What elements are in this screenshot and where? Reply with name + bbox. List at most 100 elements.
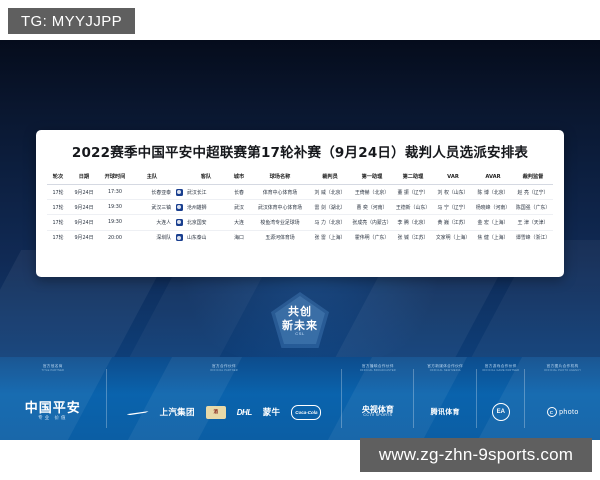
slogan-line-2: 新未来	[282, 319, 318, 332]
cell-round: 17轮	[47, 214, 69, 231]
col-assistant-1: 第一助理	[351, 170, 393, 185]
watermark-bottom-right: www.zg-zhn-9sports.com	[360, 438, 592, 472]
cell-observer: 赵 亮（辽宁）	[513, 184, 553, 201]
table-row: 17轮 9月24日 19:30 武汉三镇 沧州雄狮 武汉 武汉体育中心体育场 雷…	[47, 199, 553, 216]
sponsor-category-label: 官方游戏合作伙伴	[484, 364, 517, 368]
cell-stadium: 梭鱼湾专业足球场	[251, 214, 309, 231]
cctv-name: 央视体育	[361, 405, 394, 415]
sponsor-category-label: 官方播映合作伙伴	[361, 364, 394, 368]
col-away-team: 客队	[185, 170, 227, 185]
photo-name: photo	[559, 408, 579, 416]
cell-date: 9月24日	[74, 235, 94, 242]
table-body: 17轮 9月24日 17:30 长春亚泰 武汉长江 长春 体育中心体育场 刘 威…	[47, 184, 553, 245]
cell-time: 19:30	[99, 199, 131, 216]
cell-assistant-2: 张 铖（江苏）	[397, 235, 429, 242]
slogan-emblem: 共创 新未来 CSL	[271, 292, 329, 348]
sponsor-group-photo: 官方图片合作机构 OFFICIAL PHOTO AGENCY C photo	[525, 357, 600, 440]
sponsor-category-label-en: TITLE PARTNER	[41, 369, 65, 373]
sponsor-logo-dhl: DHL	[236, 407, 252, 417]
cell-var: 黄 巍（江苏）	[433, 214, 473, 231]
table-row: 17轮 9月24日 19:30 大连人 北京国安 大连 梭鱼湾专业足球场 马 力…	[47, 214, 553, 231]
col-assistant-2: 第二助理	[393, 170, 433, 185]
col-kickoff-time: 开球时间	[99, 170, 131, 185]
col-stadium: 球场名称	[251, 170, 309, 185]
sponsor-logo-saic: 上汽集团	[159, 408, 195, 419]
cell-home-team: 长春亚泰	[131, 184, 173, 201]
cell-time: 17:30	[99, 184, 131, 201]
slogan-line-1: 共创	[288, 305, 312, 318]
sponsor-group-game: 官方游戏合作伙伴 OFFICIAL GAME PARTNER EA	[477, 357, 524, 440]
cell-var: 刘 权（山东）	[433, 184, 473, 201]
col-round: 轮次	[47, 170, 69, 185]
cell-avar: 焦 健（上海）	[477, 235, 509, 242]
slogan-line-3: CSL	[295, 331, 305, 336]
sponsor-category-label-en: OFFICIAL NEW MEDIA	[429, 369, 461, 373]
cell-city: 大连	[227, 214, 251, 231]
cell-assistant-2: 王德新（山东）	[393, 199, 433, 216]
cell-vs-badge	[173, 230, 185, 245]
sponsor-category-label-en: OFFICIAL GAME PARTNER	[482, 369, 520, 373]
footer-divider	[476, 369, 478, 428]
cell-var: 马 宁（辽宁）	[433, 199, 473, 216]
cell-round: 17轮	[47, 184, 69, 201]
col-city: 城市	[227, 170, 251, 185]
sponsor-group-title: 官方冠名商 TITLE PARTNER 中国平安 专业 价值	[0, 357, 106, 440]
cell-stadium: 五源河体育场	[265, 235, 295, 242]
cell-assistant-2: 董 振（辽宁）	[393, 184, 433, 201]
cell-time: 19:30	[99, 214, 131, 231]
sponsor-logo-mengniu: 蒙牛	[262, 408, 281, 419]
pingan-slogan: 专业 价值	[38, 416, 68, 422]
cell-away-team: 山东泰山	[187, 235, 207, 242]
table-row: 17轮 9月24日 20:00 深圳队 山东泰山 海口 五源河体育场 张 雷（上…	[47, 230, 553, 245]
cell-city: 海口	[234, 235, 244, 242]
sponsor-logo-pingan: 中国平安 专业 价值	[25, 402, 81, 421]
cell-stadium: 体育中心体育场	[251, 184, 309, 201]
cell-city: 长春	[227, 184, 251, 201]
sponsor-category-label: 官方新媒体合作伙伴	[427, 364, 464, 368]
league-header: CFA 2022中国平安中国足球协会超级联赛 2022 PING AN CHIN…	[0, 62, 600, 172]
versus-icon	[175, 188, 183, 196]
cell-home-team: 深圳队	[156, 235, 171, 242]
table-header-row: 轮次 日期 开球时间 主队 客队 城市 球场名称 裁判员 第一助理 第二助理 V…	[47, 170, 553, 185]
sponsor-group-newmedia: 官方新媒体合作伙伴 OFFICIAL NEW MEDIA 腾讯体育	[414, 357, 476, 440]
cctv-sub: CCTV SPORTS	[363, 413, 393, 418]
cell-observer: 王 津（天津）	[513, 214, 553, 231]
sponsor-category-label: 官方冠名商	[42, 364, 63, 368]
sponsor-group-broadcaster: 官方播映合作伙伴 OFFICIAL BROADCASTER 央视体育 CCTV …	[342, 357, 413, 440]
nike-swoosh-icon	[127, 407, 149, 417]
sponsor-category-label-en: OFFICIAL PHOTO AGENCY	[544, 369, 582, 373]
cell-round: 17轮	[47, 199, 69, 216]
cell-date: 9月24日	[69, 199, 99, 216]
cell-date: 9月24日	[69, 214, 99, 231]
cell-time: 20:00	[107, 234, 123, 241]
pingan-name: 中国平安	[24, 401, 81, 417]
cell-assistant-1: 张成亮（内蒙古）	[351, 214, 393, 231]
sponsor-logo-liquor: 酒	[205, 405, 226, 419]
cell-avar: 金 宏（上海）	[473, 214, 513, 231]
cell-date: 9月24日	[69, 184, 99, 201]
sponsor-category-label-en: OFFICIAL BROADCASTER	[359, 369, 396, 373]
sponsor-category-label: 官方图片合作机构	[546, 364, 579, 368]
col-avar: AVAR	[473, 170, 513, 185]
col-home-team: 主队	[131, 170, 173, 185]
cell-avar: 杨晓峰（河南）	[473, 199, 513, 216]
table-header: 轮次 日期 开球时间 主队 客队 城市 球场名称 裁判员 第一助理 第二助理 V…	[47, 170, 553, 185]
col-vs	[173, 170, 185, 185]
cell-referee: 张 雷（上海）	[314, 235, 346, 242]
sponsor-group-partners: 官方合作伙伴 OFFICIAL PARTNER 上汽集团 酒 DHL 蒙牛 Co…	[107, 357, 342, 440]
cell-var: 文家明（上海）	[435, 235, 471, 242]
sponsor-category-label: 官方合作伙伴	[211, 364, 236, 368]
cell-assistant-1: 曹 奕（河南）	[351, 199, 393, 216]
cell-away-team: 武汉长江	[185, 184, 227, 201]
versus-icon	[175, 234, 183, 242]
col-date: 日期	[69, 170, 99, 185]
referee-assignment-card: 2022赛季中国平安中超联赛第17轮补赛（9月24日）裁判人员选派安排表 轮次 …	[36, 130, 564, 277]
cell-stadium: 武汉体育中心体育场	[251, 199, 309, 216]
cell-away-team: 沧州雄狮	[185, 199, 227, 216]
cell-round: 17轮	[52, 235, 64, 242]
cell-vs-badge	[173, 214, 185, 231]
watermark-top-left: TG: MYYJJPP	[8, 8, 135, 34]
cell-referee: 雷 剑（湖北）	[309, 199, 351, 216]
cell-observer: 陈国强（广东）	[513, 199, 553, 216]
